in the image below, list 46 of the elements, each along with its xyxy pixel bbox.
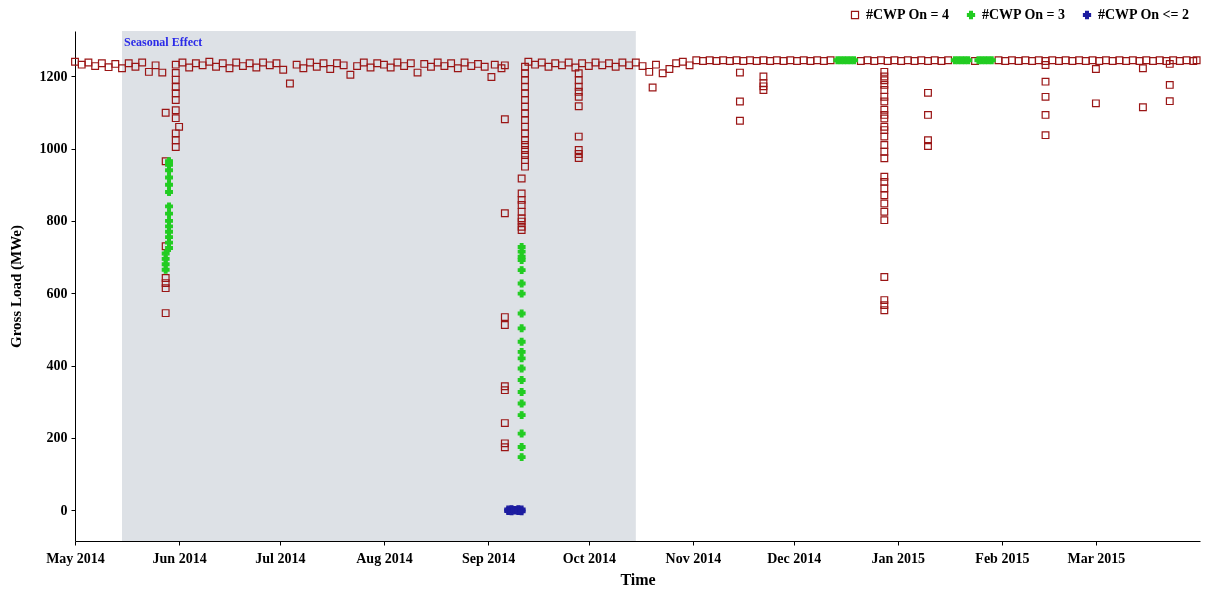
point bbox=[517, 337, 526, 346]
point bbox=[165, 173, 173, 182]
point bbox=[517, 354, 526, 363]
point bbox=[517, 388, 526, 396]
y-tick-label: 200 bbox=[46, 430, 68, 446]
x-tick-label: Dec 2014 bbox=[767, 550, 822, 566]
legend-label: #CWP On = 4 bbox=[866, 7, 950, 22]
x-axis-title: Time bbox=[620, 570, 656, 588]
point bbox=[517, 309, 526, 318]
point bbox=[517, 411, 526, 420]
y-tick-label: 0 bbox=[60, 502, 68, 518]
x-tick-label: Oct 2014 bbox=[562, 550, 616, 566]
x-tick-label: Feb 2015 bbox=[975, 550, 1030, 566]
legend-label: #CWP On = 3 bbox=[982, 7, 1066, 22]
band-label: Seasonal Effect bbox=[124, 35, 203, 49]
x-tick-label: Jun 2014 bbox=[152, 550, 207, 566]
x-tick-label: Jan 2015 bbox=[871, 550, 925, 566]
point bbox=[165, 216, 173, 225]
y-tick-label: 400 bbox=[46, 358, 68, 374]
legend-label: #CWP On <= 2 bbox=[1098, 7, 1190, 22]
y-tick-label: 600 bbox=[46, 285, 68, 301]
point bbox=[517, 453, 526, 462]
x-tick-label: Mar 2015 bbox=[1067, 550, 1126, 566]
point bbox=[517, 376, 526, 384]
y-tick-label: 1200 bbox=[39, 68, 68, 84]
point bbox=[165, 202, 173, 211]
point bbox=[517, 289, 526, 298]
x-tick-label: Nov 2014 bbox=[665, 550, 722, 566]
y-tick-label: 1000 bbox=[39, 141, 68, 157]
x-tick-label: Aug 2014 bbox=[356, 550, 413, 566]
point bbox=[161, 249, 170, 258]
point bbox=[517, 429, 526, 438]
x-tick-label: Jul 2014 bbox=[255, 550, 306, 566]
point bbox=[165, 209, 173, 218]
y-tick-label: 800 bbox=[46, 213, 68, 229]
point bbox=[517, 266, 526, 275]
point bbox=[517, 443, 526, 451]
point bbox=[517, 324, 526, 333]
point bbox=[165, 188, 173, 196]
point bbox=[517, 364, 526, 373]
y-axis-title: Gross Load (MWe) bbox=[7, 224, 25, 349]
x-tick-label: Sep 2014 bbox=[461, 550, 516, 566]
point bbox=[165, 180, 173, 189]
x-tick-label: May 2014 bbox=[46, 550, 105, 566]
point bbox=[517, 399, 526, 408]
point bbox=[517, 279, 526, 288]
